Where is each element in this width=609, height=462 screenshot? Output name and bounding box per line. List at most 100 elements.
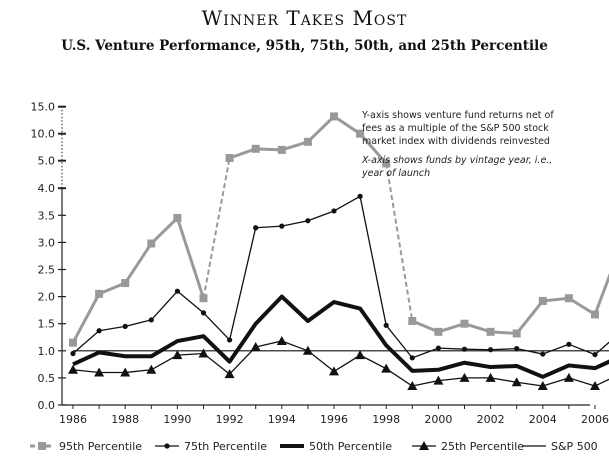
y-tick-label: 1.5 bbox=[38, 318, 56, 331]
note-y-axis-line: market index with dividends reinvested bbox=[362, 136, 550, 147]
y-tick-label: 4.0 bbox=[38, 182, 56, 195]
data-point-95th-percentile bbox=[382, 159, 391, 168]
data-point-75th-percentile bbox=[70, 350, 76, 357]
data-point-25th-percentile bbox=[250, 342, 261, 352]
series-line-75th-percentile bbox=[72, 195, 609, 359]
data-point-75th-percentile bbox=[305, 218, 311, 224]
data-point-75th-percentile bbox=[227, 337, 233, 343]
series-line-95th-percentile bbox=[411, 319, 439, 334]
series-line-95th-percentile bbox=[255, 147, 282, 152]
y-tick-label: 15.0 bbox=[31, 101, 56, 114]
data-point-95th-percentile bbox=[564, 294, 573, 303]
x-tick-label: 2002 bbox=[477, 413, 505, 426]
data-point-95th-percentile bbox=[356, 129, 365, 138]
data-point-75th-percentile bbox=[279, 223, 285, 229]
data-point-75th-percentile bbox=[514, 346, 520, 352]
data-point-95th-percentile bbox=[460, 319, 469, 328]
y-tick-label: 3.5 bbox=[38, 209, 56, 222]
series-line-95th-percentile bbox=[593, 273, 609, 316]
data-point-75th-percentile bbox=[592, 351, 598, 358]
series-line-95th-percentile bbox=[71, 293, 101, 344]
legend-marker-95th-percentile bbox=[38, 442, 46, 450]
data-point-95th-percentile bbox=[434, 327, 443, 336]
data-point-75th-percentile bbox=[566, 341, 572, 347]
x-tick-label: 1998 bbox=[372, 413, 400, 426]
y-tick-label: 1.0 bbox=[38, 345, 56, 358]
series-line-95th-percentile bbox=[385, 163, 414, 322]
data-point-95th-percentile bbox=[251, 144, 260, 153]
y-tick-label: 10.0 bbox=[31, 128, 56, 141]
y-tick-label: 0.5 bbox=[38, 372, 56, 385]
data-point-25th-percentile bbox=[381, 363, 392, 373]
series-line-95th-percentile bbox=[464, 322, 492, 334]
series-line-95th-percentile bbox=[515, 299, 544, 335]
series-line-95th-percentile bbox=[437, 322, 465, 334]
data-point-75th-percentile bbox=[331, 208, 337, 214]
data-point-25th-percentile bbox=[224, 369, 235, 379]
series-line-95th-percentile bbox=[568, 296, 596, 316]
data-point-75th-percentile bbox=[435, 345, 441, 351]
data-point-95th-percentile bbox=[591, 310, 599, 319]
data-point-75th-percentile bbox=[409, 355, 415, 361]
note-y-axis-line: Y-axis shows venture fund returns net of bbox=[361, 110, 554, 121]
data-point-75th-percentile bbox=[200, 310, 207, 316]
series-line-50th-percentile bbox=[72, 294, 609, 379]
series-line-95th-percentile bbox=[333, 115, 361, 135]
data-point-25th-percentile bbox=[329, 366, 339, 376]
data-point-25th-percentile bbox=[302, 345, 313, 355]
note-x-axis-line: X-axis shows funds by vintage year, i.e.… bbox=[361, 155, 552, 166]
data-point-75th-percentile bbox=[357, 193, 363, 199]
data-point-75th-percentile bbox=[540, 351, 546, 357]
series-line-95th-percentile bbox=[150, 216, 179, 245]
legend-label-50th-percentile: 50th Percentile bbox=[309, 440, 392, 453]
data-point-95th-percentile bbox=[538, 296, 547, 305]
data-point-75th-percentile bbox=[96, 328, 102, 334]
y-tick-label: 0.0 bbox=[38, 399, 56, 412]
data-point-75th-percentile bbox=[253, 225, 259, 231]
data-point-95th-percentile bbox=[225, 154, 234, 162]
series-line-95th-percentile bbox=[123, 242, 153, 284]
data-point-25th-percentile bbox=[276, 336, 287, 346]
series-line-95th-percentile bbox=[281, 140, 309, 152]
x-tick-label: 1990 bbox=[163, 413, 191, 426]
data-point-25th-percentile bbox=[355, 350, 366, 360]
data-point-25th-percentile bbox=[198, 348, 209, 358]
data-point-95th-percentile bbox=[69, 338, 77, 347]
x-tick-label: 1994 bbox=[268, 413, 296, 426]
x-tick-label: 1988 bbox=[111, 413, 139, 426]
series-line-95th-percentile bbox=[229, 147, 257, 160]
legend-marker-75th-percentile bbox=[164, 443, 170, 449]
data-point-95th-percentile bbox=[147, 239, 156, 248]
data-point-75th-percentile bbox=[174, 288, 180, 294]
legend-label-75th-percentile: 75th Percentile bbox=[184, 440, 267, 453]
legend-label-25th-percentile: 25th Percentile bbox=[441, 440, 524, 453]
data-point-25th-percentile bbox=[537, 381, 548, 391]
x-tick-label: 2000 bbox=[424, 413, 452, 426]
series-line-95th-percentile bbox=[306, 115, 336, 143]
legend-label-s-p-500: S&P 500 bbox=[551, 440, 598, 453]
note-x-axis-line: year of launch bbox=[361, 168, 430, 179]
data-point-25th-percentile bbox=[511, 377, 522, 387]
data-point-95th-percentile bbox=[330, 112, 338, 121]
y-tick-label: 5.0 bbox=[38, 155, 56, 168]
x-tick-label: 2004 bbox=[529, 413, 557, 426]
x-tick-label: 1986 bbox=[59, 413, 87, 426]
data-point-95th-percentile bbox=[173, 214, 182, 223]
data-point-95th-percentile bbox=[199, 294, 208, 303]
data-point-75th-percentile bbox=[122, 323, 128, 330]
y-tick-label: 2.0 bbox=[38, 291, 56, 304]
chart-title: Winner Takes Most bbox=[201, 6, 408, 30]
data-point-25th-percentile bbox=[459, 372, 470, 382]
y-tick-label: 3.0 bbox=[38, 236, 56, 249]
data-point-95th-percentile bbox=[408, 316, 417, 325]
series-line-95th-percentile bbox=[202, 157, 231, 299]
data-point-75th-percentile bbox=[148, 317, 154, 323]
x-tick-label: 2006 bbox=[581, 413, 609, 426]
chart-subtitle: U.S. Venture Performance, 95th, 75th, 50… bbox=[61, 38, 548, 54]
data-point-25th-percentile bbox=[563, 372, 574, 382]
data-point-25th-percentile bbox=[590, 381, 600, 391]
x-tick-label: 1996 bbox=[320, 413, 348, 426]
legend-label-95th-percentile: 95th Percentile bbox=[59, 440, 142, 453]
data-point-25th-percentile bbox=[94, 367, 105, 377]
